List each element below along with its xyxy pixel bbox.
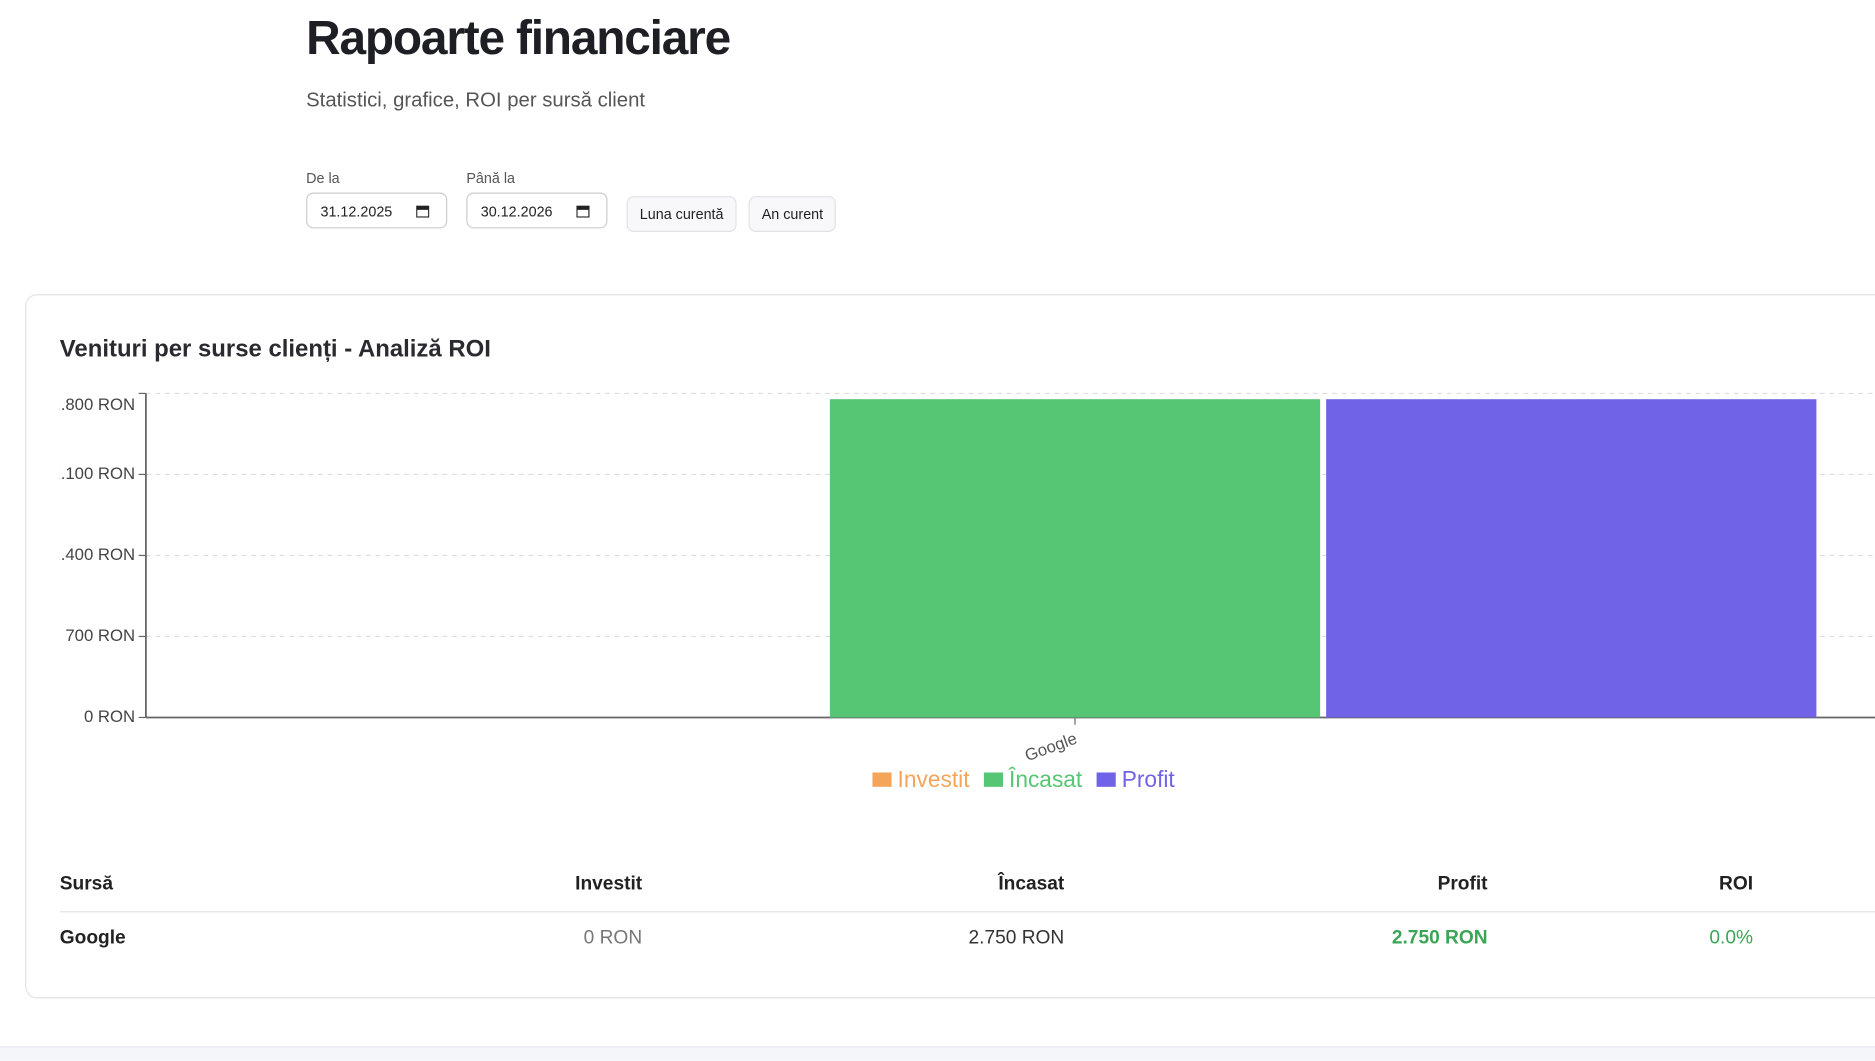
from-date-value: 31.12.2025: [320, 203, 393, 221]
table-cell: 0 RON: [583, 927, 643, 949]
legend-item: Investit: [872, 766, 970, 792]
current-month-button[interactable]: Luna curentă: [626, 196, 737, 232]
calendar-icon: [576, 205, 590, 218]
legend-item: Încasat: [983, 766, 1083, 792]
legend-label: Profit: [1122, 766, 1176, 792]
legend-label: Investit: [898, 766, 971, 792]
chart-title: Venituri per surse clienți - Analiză ROI: [59, 336, 491, 363]
y-tick-label: 2.800 RON: [51, 395, 135, 414]
table-cell: Google: [59, 927, 126, 949]
table-header: ROI: [1719, 874, 1754, 895]
y-tick-label: 700 RON: [65, 626, 135, 645]
table-cell: 2.750 RON: [968, 927, 1065, 949]
from-label: De la: [306, 169, 340, 187]
chart-card: [25, 294, 1875, 999]
table-header: Investit: [575, 874, 643, 895]
y-tick-label: 2.100 RON: [51, 464, 135, 483]
legend-label: Încasat: [1008, 766, 1083, 792]
from-date-input[interactable]: 31.12.2025: [306, 192, 448, 229]
table-cell: 2.750 RON: [1391, 927, 1488, 949]
table-divider: [59, 911, 1875, 913]
table-cell: 0.0%: [1709, 927, 1754, 949]
footer-bar: [0, 1046, 1875, 1061]
table-header: Profit: [1437, 874, 1488, 895]
table-header: Sursă: [59, 874, 113, 895]
y-tick-label: 0 RON: [84, 707, 135, 726]
current-year-button[interactable]: An curent: [748, 196, 837, 232]
to-date-input[interactable]: 30.12.2026: [466, 192, 608, 229]
y-tick-label: 1.400 RON: [51, 545, 135, 564]
legend-item: Profit: [1096, 766, 1176, 792]
calendar-icon: [416, 205, 430, 218]
page-title: Rapoarte financiare: [306, 11, 731, 65]
legend-swatch: [872, 772, 892, 787]
page-subtitle: Statistici, grafice, ROI per sursă clien…: [306, 88, 646, 112]
x-tick-label: Google: [1022, 729, 1079, 765]
table-header: Încasat: [998, 874, 1065, 895]
bar: [1326, 399, 1817, 718]
to-date-value: 30.12.2026: [480, 203, 553, 221]
to-label: Până la: [466, 169, 516, 187]
legend-swatch: [983, 772, 1004, 787]
bar: [829, 399, 1321, 718]
legend-swatch: [1096, 772, 1116, 787]
y-axis-labels: 0 RON 700 RON 1.400 RON 2.100 RON 2.800 RON: [51, 395, 135, 726]
